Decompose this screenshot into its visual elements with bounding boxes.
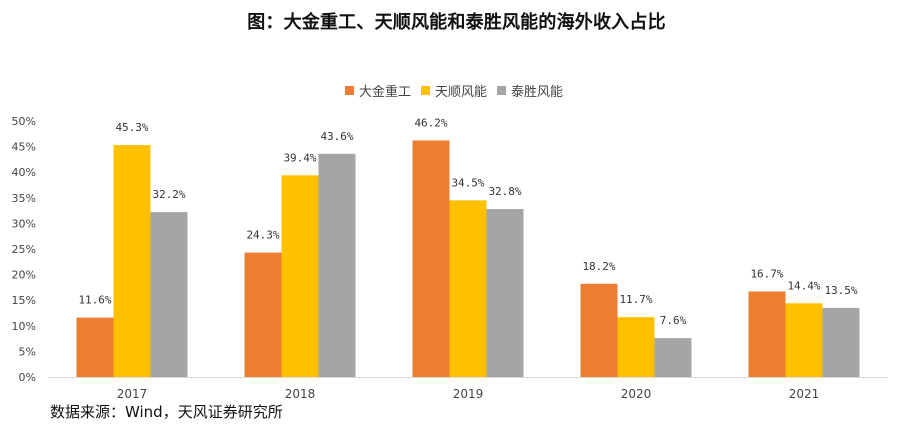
bar-2021-series-2: [785, 303, 823, 377]
y-tick-label: 45%: [12, 141, 36, 154]
bar-2020-series-1: [580, 283, 618, 377]
y-tick-label: 5%: [19, 345, 36, 358]
bar-2017-series-3: [150, 212, 188, 377]
data-label-2021-series-1: 16.7%: [750, 267, 783, 280]
legend-swatch-taisheng: [497, 85, 507, 95]
legend-item-daikin: 大金重工: [345, 81, 411, 100]
x-axis-tick-labels: 2017 2018 2019 2020 2021: [117, 387, 820, 401]
legend-item-taisheng: 泰胜风能: [497, 81, 563, 100]
y-tick-label: 35%: [12, 192, 36, 205]
data-label-2020-series-2: 11.7%: [619, 293, 652, 306]
data-label-2020-series-3: 7.6%: [660, 314, 687, 327]
y-tick-label: 20%: [12, 269, 36, 282]
y-tick-label: 15%: [12, 294, 36, 307]
legend-label-tianshun: 天顺风能: [435, 84, 488, 100]
x-tick-label: 2021: [789, 387, 820, 401]
y-tick-label: 0%: [19, 371, 36, 384]
data-label-2019-series-1: 46.2%: [414, 116, 447, 129]
bar-2021-series-1: [748, 291, 786, 377]
data-label-2021-series-2: 14.4%: [787, 279, 820, 292]
data-label-2021-series-3: 13.5%: [824, 284, 857, 297]
bar-2020-series-3: [654, 338, 692, 377]
x-tick-label: 2017: [117, 387, 148, 401]
bar-2017-series-2: [113, 145, 151, 377]
y-axis-tick-labels: 0% 5% 10% 15% 20% 25% 30% 35% 40% 45% 50%: [12, 115, 36, 384]
y-tick-label: 30%: [12, 217, 36, 230]
bar-2018-series-2: [281, 175, 319, 377]
y-tick-label: 40%: [12, 166, 36, 179]
data-label-2018-series-3: 43.6%: [320, 130, 353, 143]
source-note: 数据来源：Wind，天风证券研究所: [50, 403, 283, 421]
legend-swatch-daikin: [345, 85, 354, 95]
bar-2019-series-1: [412, 140, 450, 377]
bar-2017-series-1: [76, 317, 114, 377]
data-label-2017-series-2: 45.3%: [115, 121, 148, 134]
legend-swatch-tianshun: [421, 85, 431, 95]
bar-2019-series-3: [486, 209, 524, 377]
data-label-2020-series-1: 18.2%: [582, 260, 615, 273]
bar-2018-series-1: [244, 252, 282, 377]
chart-title: 图：大金重工、天顺风能和泰胜风能的海外收入占比: [247, 12, 666, 33]
bar-2018-series-3: [318, 153, 356, 377]
data-label-2018-series-1: 24.3%: [246, 229, 279, 242]
bar-series: [76, 140, 860, 377]
legend-item-tianshun: 天顺风能: [421, 81, 487, 100]
data-label-2017-series-3: 32.2%: [152, 188, 185, 201]
bar-2021-series-3: [822, 307, 860, 377]
legend-label-daikin: 大金重工: [359, 84, 412, 100]
chart-legend: 大金重工 天顺风能 泰胜风能: [345, 80, 563, 100]
data-label-2017-series-1: 11.6%: [78, 294, 111, 307]
data-labels: 11.6% 45.3% 32.2% 24.3% 39.4% 43.6% 46.2% 34.5%…: [78, 116, 857, 327]
x-tick-label: 2020: [621, 387, 652, 401]
legend-label-taisheng: 泰胜风能: [511, 84, 564, 100]
y-tick-label: 10%: [12, 320, 36, 333]
bar-2019-series-2: [449, 200, 487, 377]
data-label-2018-series-2: 39.4%: [283, 151, 316, 164]
y-tick-label: 50%: [12, 115, 36, 128]
x-tick-label: 2018: [285, 387, 316, 401]
bar-2020-series-2: [617, 317, 655, 377]
y-tick-label: 25%: [12, 243, 36, 256]
x-tick-label: 2019: [453, 387, 484, 401]
data-label-2019-series-2: 34.5%: [451, 176, 484, 189]
data-label-2019-series-3: 32.8%: [488, 185, 521, 198]
